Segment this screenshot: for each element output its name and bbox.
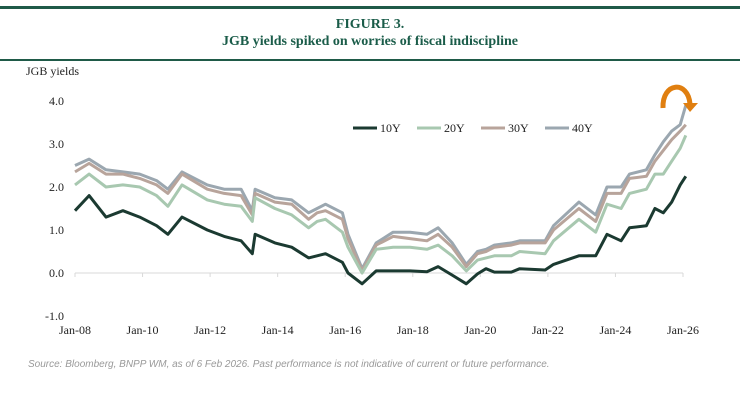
title-rule xyxy=(0,59,740,61)
curved-arrow-icon xyxy=(660,84,693,109)
x-tick-label: Jan-18 xyxy=(397,323,429,337)
legend-label: 30Y xyxy=(508,121,529,135)
x-tick-label: Jan-22 xyxy=(532,323,564,337)
y-tick-label: 4.0 xyxy=(49,94,64,108)
legend-item-10Y: 10Y xyxy=(353,121,401,135)
series-line-30Y xyxy=(74,123,687,273)
source-note: Source: Bloomberg, BNPP WM, as of 6 Feb … xyxy=(28,359,550,370)
x-tick-label: Jan-08 xyxy=(59,323,91,337)
legend-item-20Y: 20Y xyxy=(417,121,465,135)
legend-label: 10Y xyxy=(380,121,401,135)
legend-item-40Y: 40Y xyxy=(545,121,593,135)
x-tick-label: Jan-20 xyxy=(464,323,496,337)
legend-label: 20Y xyxy=(444,121,465,135)
arrow-head-icon xyxy=(683,103,698,112)
x-tick-label: Jan-24 xyxy=(599,323,631,337)
x-tick-label: Jan-16 xyxy=(329,323,361,337)
series-line-10Y xyxy=(73,175,688,286)
chart-title: JGB yields spiked on worries of fiscal i… xyxy=(222,34,518,49)
legend-label: 40Y xyxy=(572,121,593,135)
top-rule xyxy=(0,6,740,9)
y-tick-label: 3.0 xyxy=(49,137,64,151)
x-tick-label: Jan-10 xyxy=(127,323,159,337)
y-axis-label: JGB yields xyxy=(26,64,80,78)
x-tick-label: Jan-14 xyxy=(262,323,294,337)
series-line-40Y xyxy=(74,104,688,271)
y-tick-label: -1.0 xyxy=(45,309,64,323)
x-tick-label: Jan-26 xyxy=(667,323,699,337)
figure-label: FIGURE 3. xyxy=(335,17,405,32)
x-tick-label: Jan-12 xyxy=(194,323,226,337)
y-tick-label: 2.0 xyxy=(49,180,64,194)
legend-item-30Y: 30Y xyxy=(481,121,529,135)
y-tick-label: 1.0 xyxy=(49,223,64,237)
y-tick-label: 0.0 xyxy=(49,266,64,280)
series-line-20Y xyxy=(74,134,688,275)
